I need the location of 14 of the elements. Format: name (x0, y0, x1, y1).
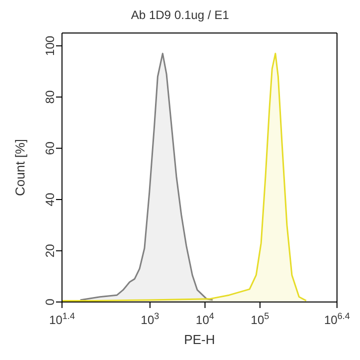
y-tick-label: 100 (43, 35, 57, 56)
y-tick-label: 40 (43, 192, 57, 206)
x-tick-label: 10$^{4}$ (196, 311, 214, 327)
x-tick-label: 10$^{6.4}$ (324, 311, 350, 327)
y-axis-title: Count [%] (12, 138, 28, 196)
y-tick-label: 0 (43, 298, 57, 306)
x-axis-title: PE-H (184, 332, 216, 347)
x-tick-label: 10$^{3}$ (140, 311, 160, 327)
y-tick-label: 20 (43, 244, 57, 258)
x-tick-label: 10$^{5}$ (250, 311, 270, 327)
y-tick-label: 80 (43, 90, 57, 104)
x-tick-label: 10$^{1.4}$ (49, 311, 75, 327)
chart-title: Ab 1D9 0.1ug / E1 (130, 8, 230, 24)
y-tick-label: 60 (43, 141, 57, 155)
